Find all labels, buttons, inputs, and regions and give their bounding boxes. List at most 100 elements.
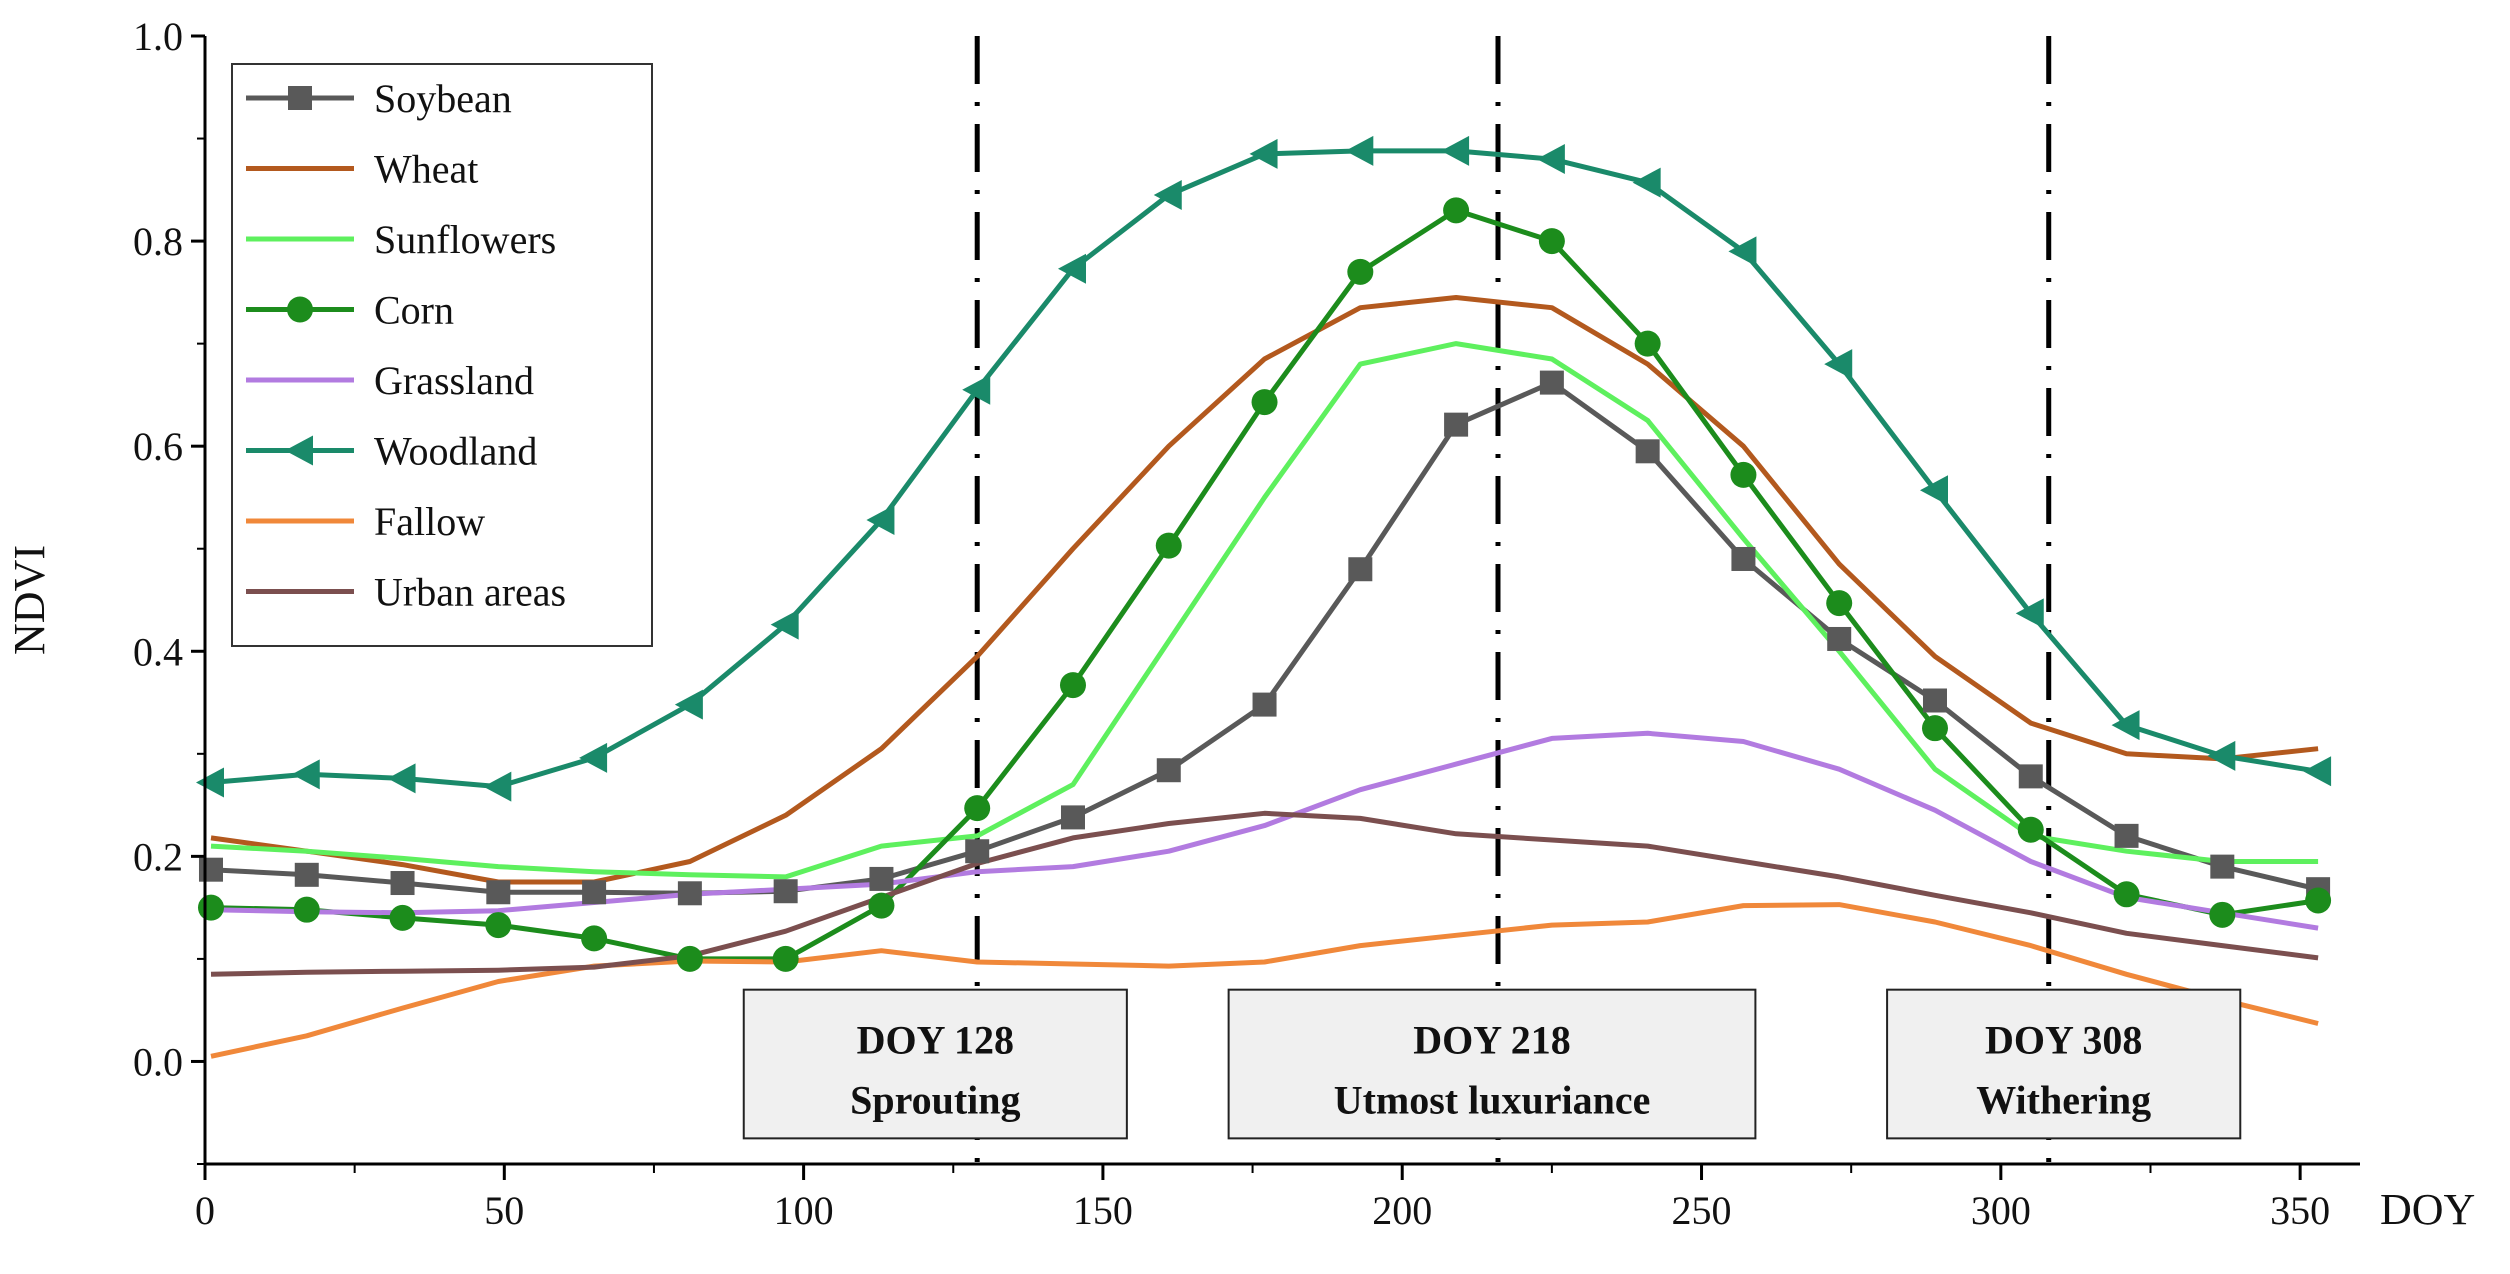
woodland-point-1	[291, 759, 320, 790]
annotation-box-3	[1886, 988, 2242, 1140]
soybean-point-2	[390, 871, 415, 896]
legend-marker-woodland	[285, 435, 313, 466]
corn-point-14	[1538, 228, 1565, 255]
woodland-point-5	[674, 689, 703, 720]
corn-point-6	[772, 945, 799, 972]
annotation-title-2: DOY 218	[1413, 1018, 1570, 1063]
corn-point-22	[2305, 887, 2332, 914]
soybean-point-11	[1252, 692, 1277, 717]
annotation-box-1	[742, 988, 1128, 1140]
corn-point-19	[2017, 816, 2044, 843]
woodland-point-20	[2111, 710, 2140, 741]
woodland-point-16	[1728, 236, 1757, 267]
corn-point-7	[868, 892, 895, 919]
soybean-point-0	[198, 857, 223, 882]
annotation-stage-3: Withering	[1976, 1078, 2151, 1123]
soybean-point-15	[1635, 439, 1660, 464]
corn-point-15	[1634, 330, 1661, 357]
legend-label-fallow: Fallow	[374, 499, 485, 544]
x-tick-label-0: 0	[195, 1188, 215, 1233]
y-tick-label-5: 1.0	[133, 14, 183, 59]
woodland-point-3	[483, 771, 512, 802]
legend-marker-corn	[287, 296, 313, 323]
soybean-point-7	[869, 866, 894, 891]
x-tick-label-3: 150	[1073, 1188, 1133, 1233]
woodland-point-13	[1441, 135, 1470, 166]
y-axis-title: NDVI	[5, 545, 54, 655]
soybean-point-5	[677, 881, 702, 906]
y-tick-label-1: 0.2	[133, 834, 183, 879]
y-tick-label-3: 0.6	[133, 424, 183, 469]
annotations: DOY 128 Sprouting DOY 218 Utmost luxuriance…	[742, 988, 2242, 1140]
annotation-box-2	[1227, 988, 1757, 1140]
corn-point-2	[389, 904, 416, 931]
y-tick-label-2: 0.4	[133, 629, 183, 674]
y-tick-label-4: 0.8	[133, 219, 183, 264]
corn-point-16	[1730, 461, 1757, 488]
annotation-title-1: DOY 128	[857, 1018, 1014, 1063]
x-tick-label-2: 100	[774, 1188, 834, 1233]
corn-point-17	[1826, 590, 1853, 617]
corn-point-9	[1059, 672, 1086, 699]
corn-point-4	[581, 925, 608, 952]
woodland-point-15	[1632, 167, 1661, 198]
series-line-fallow	[210, 902, 2319, 1059]
x-tick-label-1: 50	[484, 1188, 524, 1233]
legend-label-soybean: Soybean	[374, 76, 512, 121]
x-tick-label-6: 300	[1971, 1188, 2031, 1233]
soybean-point-6	[773, 879, 798, 904]
corn-point-10	[1155, 532, 1182, 559]
woodland-point-19	[2015, 598, 2044, 629]
soybean-point-21	[2210, 854, 2235, 879]
annotation-title-3: DOY 308	[1985, 1018, 2142, 1063]
woodland-point-11	[1249, 138, 1278, 169]
x-tick-label-5: 250	[1672, 1188, 1732, 1233]
soybean-point-8	[965, 839, 990, 864]
series-line-sunflowers	[210, 341, 2319, 880]
soybean-point-9	[1060, 805, 1085, 830]
corn-point-18	[1921, 715, 1948, 742]
legend-label-grassland: Grassland	[374, 358, 534, 403]
woodland-point-0	[195, 767, 224, 798]
corn-point-0	[197, 894, 224, 921]
series-line-wheat	[210, 295, 2319, 885]
legend-label-wheat: Wheat	[374, 147, 478, 192]
corn-point-11	[1251, 389, 1278, 416]
soybean-point-16	[1731, 546, 1756, 571]
corn-point-12	[1347, 258, 1374, 285]
corn-point-5	[676, 945, 703, 972]
soybean-point-10	[1156, 758, 1181, 783]
soybean-point-19	[2018, 764, 2043, 789]
woodland-point-8	[962, 374, 991, 405]
legend-label-woodland: Woodland	[374, 429, 537, 474]
woodland-point-9	[1057, 253, 1086, 284]
woodland-point-7	[866, 505, 895, 536]
woodland-point-6	[770, 609, 799, 640]
woodland-point-10	[1153, 179, 1182, 210]
soybean-point-17	[1827, 626, 1852, 651]
soybean-point-13	[1444, 412, 1469, 437]
woodland-point-14	[1536, 144, 1565, 175]
woodland-point-2	[387, 763, 416, 794]
series-line-grassland	[210, 730, 2319, 931]
annotation-stage-2: Utmost luxuriance	[1334, 1078, 1651, 1123]
soybean-point-20	[2114, 823, 2139, 848]
x-axis-title: DOY	[2380, 1185, 2475, 1234]
corn-point-3	[485, 912, 512, 939]
soybean-point-18	[1922, 688, 1947, 713]
markers-group	[195, 135, 2332, 972]
corn-point-13	[1443, 197, 1470, 224]
corn-point-21	[2209, 901, 2236, 928]
legend: Soybean Wheat Sunflowers Corn Grassland Woodl…	[231, 63, 653, 647]
woodland-point-17	[1824, 349, 1853, 380]
annotation-stage-1: Sprouting	[850, 1078, 1020, 1123]
soybean-point-4	[582, 880, 607, 905]
soybean-point-12	[1348, 557, 1373, 582]
series-line-urban-areas	[210, 810, 2319, 977]
corn-point-8	[964, 795, 991, 822]
woodland-point-12	[1345, 135, 1374, 166]
soybean-point-1	[294, 862, 319, 887]
woodland-point-21	[2207, 740, 2236, 771]
woodland-point-4	[579, 742, 608, 773]
y-tick-label-0: 0.0	[133, 1039, 183, 1084]
